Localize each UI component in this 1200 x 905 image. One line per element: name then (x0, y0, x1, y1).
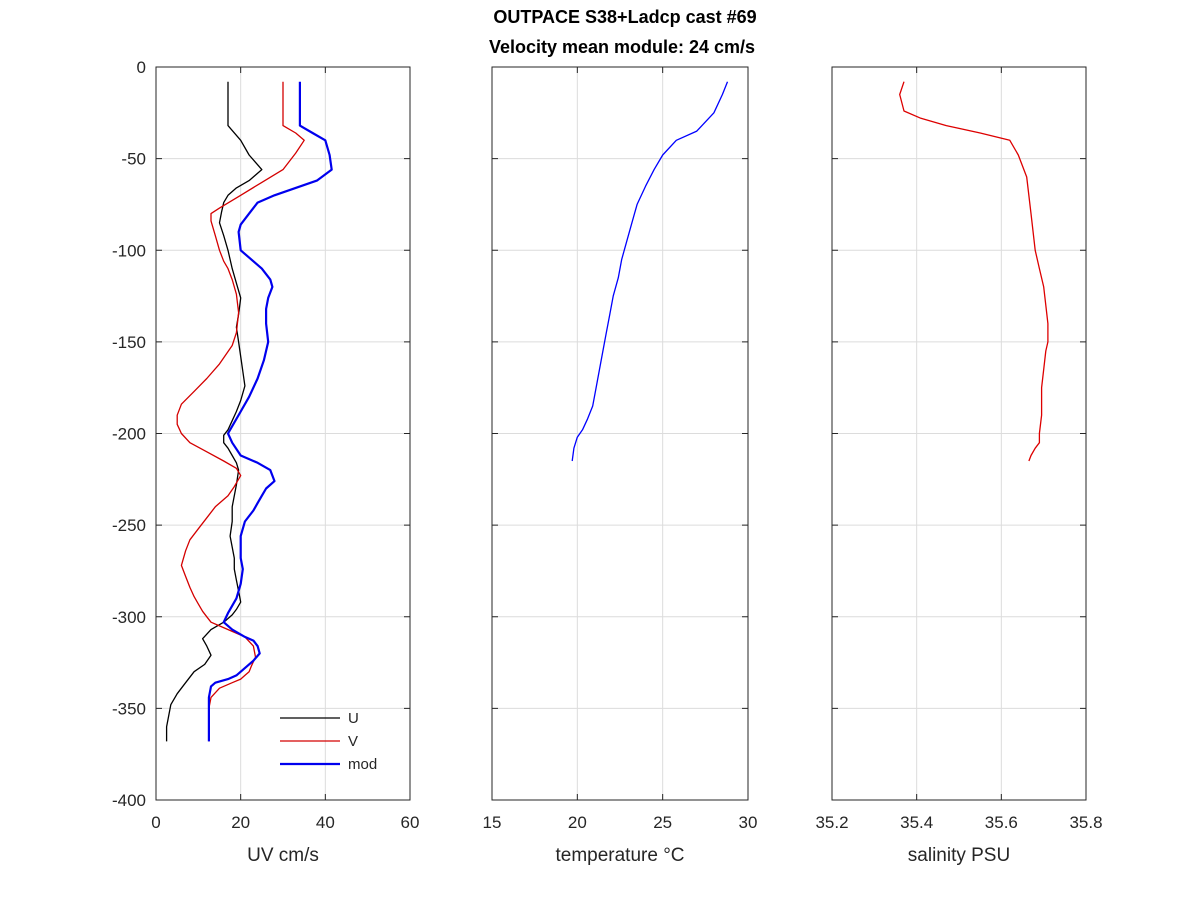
x-tick-label: 20 (231, 813, 250, 832)
plot-group: 0 20 40 60 0 -50 -100 -150 -200 -250 -300 -350 -400 U… (112, 58, 1103, 866)
x-tick-label: 35.4 (900, 813, 933, 832)
y-tick-label: -350 (112, 699, 146, 718)
x-tick-label: 35.8 (1069, 813, 1102, 832)
x-tick-label: 60 (401, 813, 420, 832)
y-tick-label: 0 (137, 58, 146, 77)
chart-title-line2: Velocity mean module: 24 cm/s (489, 37, 755, 57)
series-line-panel3 (899, 81, 1049, 462)
x-axis-label: UV cm/s (247, 845, 319, 866)
x-tick-label: 40 (316, 813, 335, 832)
x-tick-label: 0 (151, 813, 160, 832)
y-tick-label: -400 (112, 791, 146, 810)
series-line-panel2 (571, 81, 729, 462)
series-line-v (176, 81, 305, 742)
y-tick-label: -250 (112, 516, 146, 535)
series-line-u (165, 81, 263, 742)
y-tick-label: -150 (112, 333, 146, 352)
y-tick-label: -50 (121, 150, 146, 169)
legend-label-mod: mod (348, 756, 377, 773)
legend-label-u: U (348, 710, 359, 727)
x-tick-label: 35.6 (985, 813, 1018, 832)
panel-3: 35.2 35.4 35.6 35.8 salinity PSU (815, 66, 1103, 866)
x-axis-label: salinity PSU (908, 845, 1010, 866)
panel-1: 0 20 40 60 0 -50 -100 -150 -200 -250 -300 -350 -400 U… (112, 58, 419, 866)
chart-title-line1: OUTPACE S38+Ladcp cast #69 (493, 7, 756, 27)
y-tick-label: -300 (112, 608, 146, 627)
series-line-mod (207, 81, 333, 742)
legend-label-v: V (348, 733, 358, 750)
panel-2: 15 20 25 30 temperature °C (483, 66, 758, 866)
x-axis-label: temperature °C (555, 845, 684, 866)
y-tick-label: -200 (112, 425, 146, 444)
x-tick-label: 15 (483, 813, 502, 832)
x-tick-label: 20 (568, 813, 587, 832)
y-tick-label: -100 (112, 241, 146, 260)
x-tick-label: 35.2 (815, 813, 848, 832)
x-tick-label: 30 (739, 813, 758, 832)
x-tick-label: 25 (653, 813, 672, 832)
